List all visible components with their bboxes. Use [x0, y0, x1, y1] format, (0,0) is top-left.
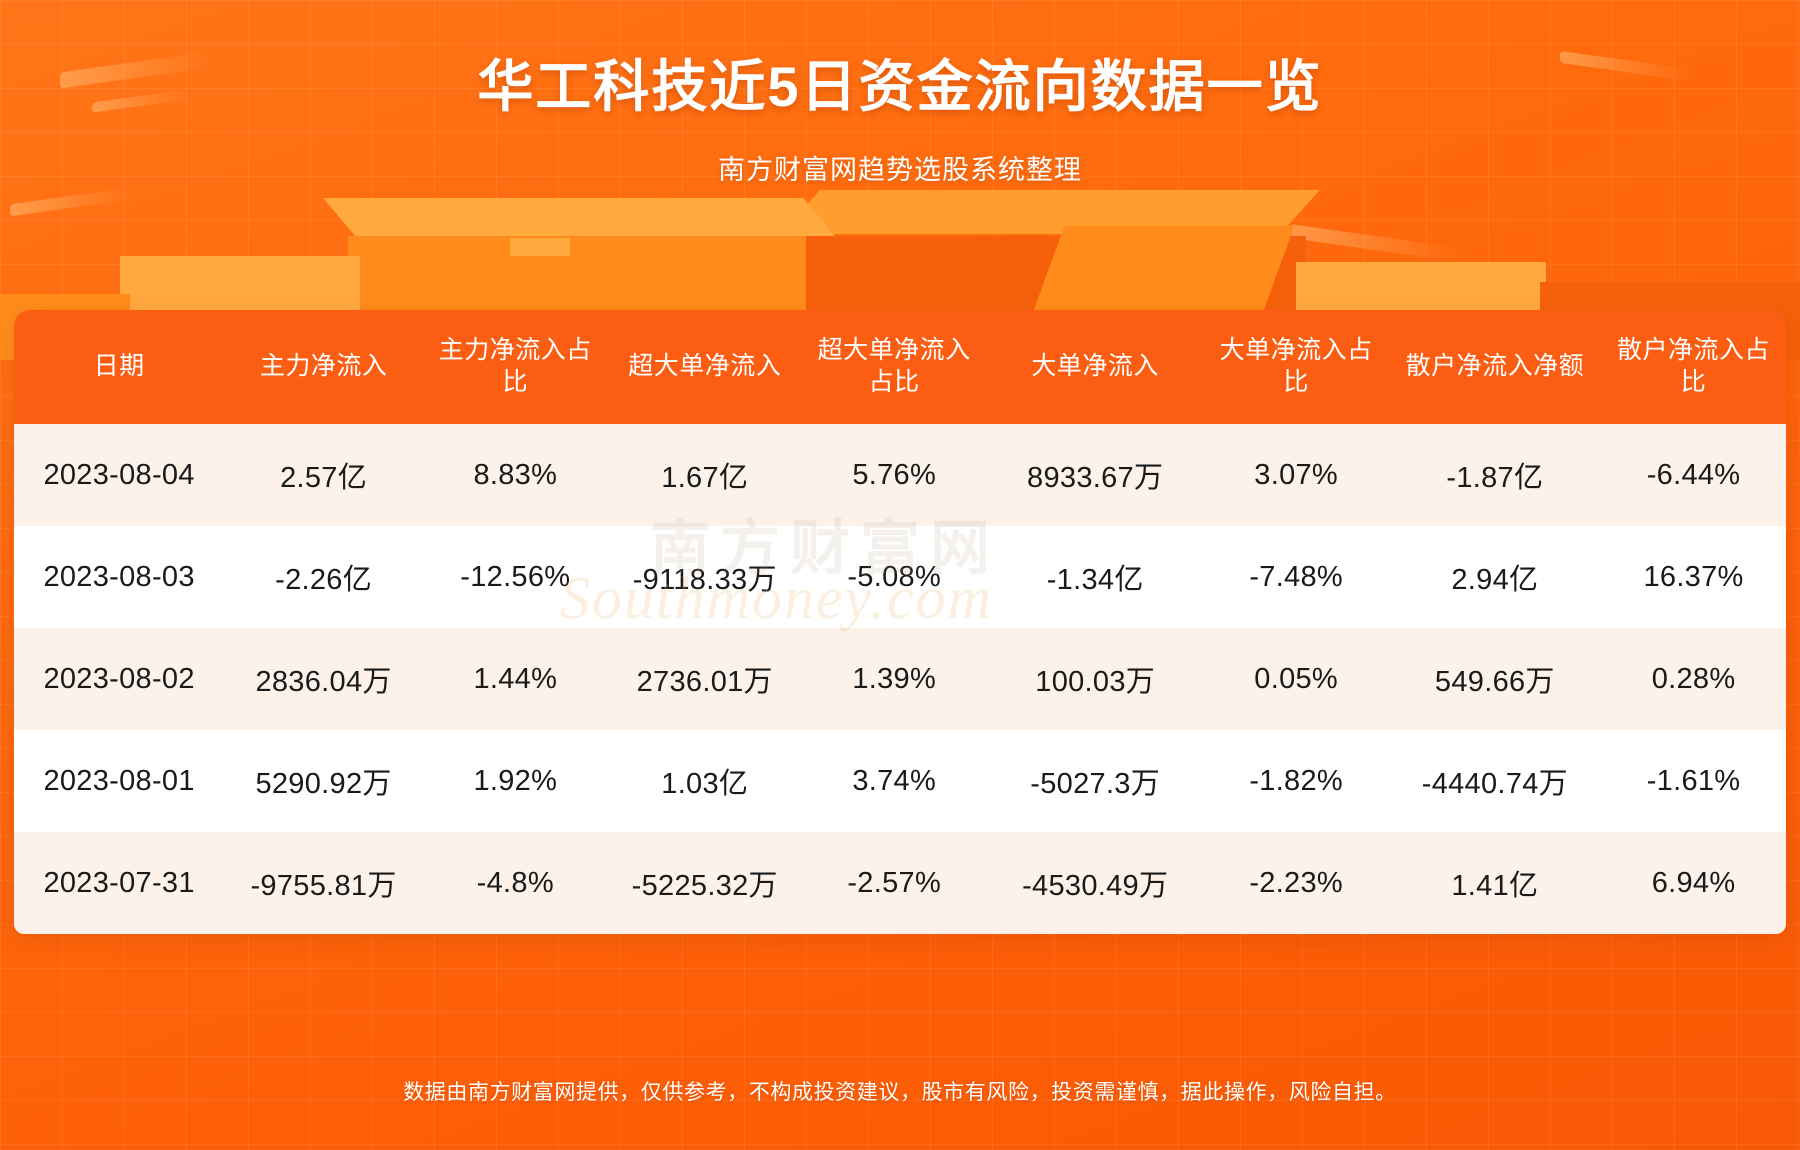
- cell-main-net-inflow: -9755.81万: [224, 832, 423, 934]
- column-header-main-net-inflow: 主力净流入: [224, 310, 423, 424]
- cell-retail-net-inflow: -4440.74万: [1388, 730, 1602, 832]
- cell-date: 2023-08-01: [14, 730, 225, 832]
- cell-large-net-inflow: -5027.3万: [986, 730, 1204, 832]
- fund-flow-table: 日期 主力净流入 主力净流入占比 超大单净流入 超大单净流入占比 大单净流入 大…: [14, 310, 1786, 934]
- column-header-super-large-net-inflow: 超大单净流入: [607, 310, 802, 424]
- cell-large-net-inflow: 8933.67万: [986, 424, 1204, 526]
- cell-main-net-inflow: -2.26亿: [224, 526, 423, 628]
- cell-large-net-inflow-ratio: -1.82%: [1203, 730, 1389, 832]
- cell-super-large-net-inflow: 1.67亿: [607, 424, 802, 526]
- light-ray-decoration: [1290, 224, 1460, 262]
- cell-super-large-net-inflow: 1.03亿: [607, 730, 802, 832]
- cell-large-net-inflow: -4530.49万: [986, 832, 1204, 934]
- cell-super-large-net-inflow: -5225.32万: [607, 832, 802, 934]
- cell-main-net-inflow-ratio: 8.83%: [422, 424, 608, 526]
- cell-retail-net-inflow: 2.94亿: [1388, 526, 1602, 628]
- cell-super-large-ratio: -5.08%: [801, 526, 987, 628]
- cell-retail-net-inflow-ratio: 6.94%: [1601, 832, 1786, 934]
- cell-retail-net-inflow: -1.87亿: [1388, 424, 1602, 526]
- cell-date: 2023-08-03: [14, 526, 225, 628]
- column-header-retail-net-inflow: 散户净流入净额: [1388, 310, 1602, 424]
- table-row: 2023-08-03 -2.26亿 -12.56% -9118.33万 -5.0…: [14, 526, 1786, 628]
- table-row: 2023-08-01 5290.92万 1.92% 1.03亿 3.74% -5…: [14, 730, 1786, 832]
- cell-large-net-inflow-ratio: -2.23%: [1203, 832, 1389, 934]
- page-title: 华工科技近5日资金流向数据一览: [477, 55, 1323, 118]
- page-subtitle: 南方财富网趋势选股系统整理: [718, 155, 1082, 185]
- cell-super-large-ratio: 3.74%: [801, 730, 987, 832]
- column-header-date: 日期: [14, 310, 225, 424]
- cell-main-net-inflow-ratio: -12.56%: [422, 526, 608, 628]
- cell-super-large-net-inflow: -9118.33万: [607, 526, 802, 628]
- table-header-row: 日期 主力净流入 主力净流入占比 超大单净流入 超大单净流入占比 大单净流入 大…: [14, 310, 1786, 424]
- disclaimer-footer: 数据由南方财富网提供，仅供参考，不构成投资建议，股市有风险，投资需谨慎，据此操作…: [403, 1081, 1397, 1104]
- column-header-super-large-ratio: 超大单净流入占比: [801, 310, 987, 424]
- cell-large-net-inflow: 100.03万: [986, 628, 1204, 730]
- cell-super-large-net-inflow: 2736.01万: [607, 628, 802, 730]
- table-header: 日期 主力净流入 主力净流入占比 超大单净流入 超大单净流入占比 大单净流入 大…: [14, 310, 1786, 424]
- cell-retail-net-inflow-ratio: 16.37%: [1601, 526, 1786, 628]
- cell-main-net-inflow-ratio: -4.8%: [422, 832, 608, 934]
- cell-date: 2023-08-02: [14, 628, 225, 730]
- cell-super-large-ratio: 1.39%: [801, 628, 987, 730]
- cell-super-large-ratio: -2.57%: [801, 832, 987, 934]
- cell-retail-net-inflow-ratio: -6.44%: [1601, 424, 1786, 526]
- table-row: 2023-08-04 2.57亿 8.83% 1.67亿 5.76% 8933.…: [14, 424, 1786, 526]
- cell-large-net-inflow-ratio: -7.48%: [1203, 526, 1389, 628]
- cell-main-net-inflow-ratio: 1.92%: [422, 730, 608, 832]
- column-header-main-net-inflow-ratio: 主力净流入占比: [422, 310, 608, 424]
- column-header-retail-net-inflow-ratio: 散户净流入占比: [1601, 310, 1786, 424]
- column-header-large-net-inflow-ratio: 大单净流入占比: [1203, 310, 1389, 424]
- cell-date: 2023-08-04: [14, 424, 225, 526]
- cell-large-net-inflow: -1.34亿: [986, 526, 1204, 628]
- cell-large-net-inflow-ratio: 0.05%: [1203, 628, 1389, 730]
- cell-retail-net-inflow-ratio: 0.28%: [1601, 628, 1786, 730]
- cell-main-net-inflow: 2836.04万: [224, 628, 423, 730]
- light-ray-decoration: [10, 187, 130, 217]
- cell-main-net-inflow: 5290.92万: [224, 730, 423, 832]
- cell-large-net-inflow-ratio: 3.07%: [1203, 424, 1389, 526]
- table-body: 2023-08-04 2.57亿 8.83% 1.67亿 5.76% 8933.…: [14, 424, 1786, 934]
- cell-date: 2023-07-31: [14, 832, 225, 934]
- table-row: 2023-08-02 2836.04万 1.44% 2736.01万 1.39%…: [14, 628, 1786, 730]
- table-row: 2023-07-31 -9755.81万 -4.8% -5225.32万 -2.…: [14, 832, 1786, 934]
- cell-retail-net-inflow-ratio: -1.61%: [1601, 730, 1786, 832]
- fund-flow-table-card: 日期 主力净流入 主力净流入占比 超大单净流入 超大单净流入占比 大单净流入 大…: [14, 310, 1786, 934]
- cell-main-net-inflow: 2.57亿: [224, 424, 423, 526]
- cell-retail-net-inflow: 1.41亿: [1388, 832, 1602, 934]
- cell-main-net-inflow-ratio: 1.44%: [422, 628, 608, 730]
- cell-retail-net-inflow: 549.66万: [1388, 628, 1602, 730]
- cell-super-large-ratio: 5.76%: [801, 424, 987, 526]
- column-header-large-net-inflow: 大单净流入: [986, 310, 1204, 424]
